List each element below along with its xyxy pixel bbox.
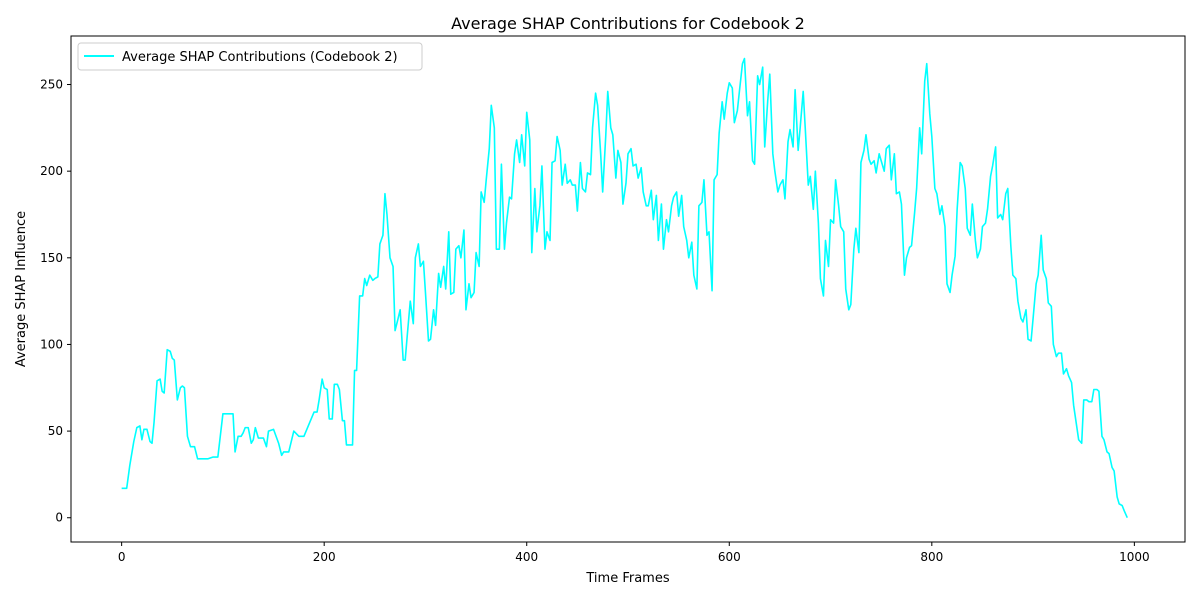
y-tick-label: 200 bbox=[40, 164, 63, 178]
x-tick-label: 200 bbox=[313, 550, 336, 564]
y-tick-label: 0 bbox=[55, 511, 63, 525]
x-tick-label: 600 bbox=[718, 550, 741, 564]
x-tick-label: 400 bbox=[515, 550, 538, 564]
x-axis-ticks: 0 200 400 600 800 1000 bbox=[118, 542, 1150, 564]
y-tick-label: 50 bbox=[48, 424, 63, 438]
y-tick-label: 100 bbox=[40, 337, 63, 351]
series-line-codebook-2 bbox=[121, 57, 1129, 519]
legend-label: Average SHAP Contributions (Codebook 2) bbox=[122, 50, 398, 65]
x-tick-label: 1000 bbox=[1119, 550, 1150, 564]
plot-area bbox=[121, 57, 1129, 519]
y-tick-label: 250 bbox=[40, 78, 63, 92]
chart-title: Average SHAP Contributions for Codebook … bbox=[451, 14, 805, 33]
x-axis-label: Time Frames bbox=[585, 571, 669, 586]
legend-box bbox=[77, 42, 423, 71]
legend: Average SHAP Contributions (Codebook 2) bbox=[77, 42, 423, 71]
axes-frame bbox=[70, 35, 1186, 543]
x-tick-label: 800 bbox=[920, 550, 943, 564]
y-axis-ticks: 0 50 100 150 200 250 bbox=[40, 78, 71, 525]
y-axis-label: Average SHAP Influence bbox=[14, 211, 29, 367]
y-tick-label: 150 bbox=[40, 251, 63, 265]
x-tick-label: 0 bbox=[118, 550, 126, 564]
